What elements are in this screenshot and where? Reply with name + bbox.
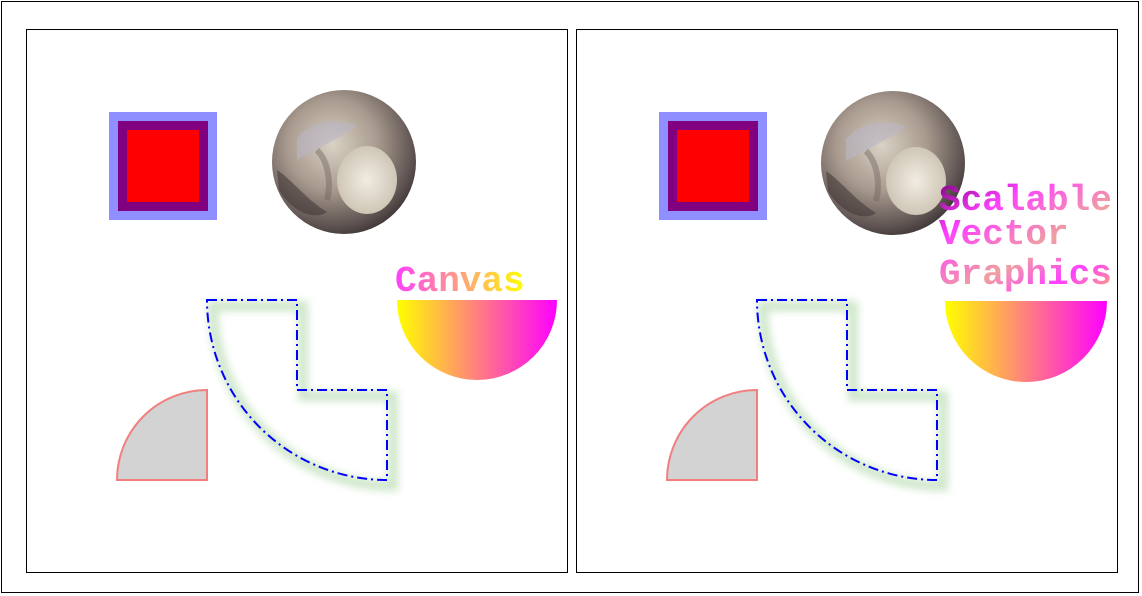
svg-drawing: Scalable Vector Graphics xyxy=(659,91,1117,492)
pluto-planet-image xyxy=(821,91,965,235)
canvas-label: Canvas xyxy=(395,261,525,302)
gray-quarter-circle xyxy=(115,388,208,481)
gradient-semicircle xyxy=(945,301,1107,382)
svg-label: Scalable Vector Graphics xyxy=(939,180,1117,295)
red-square xyxy=(109,112,217,220)
pluto-planet-image xyxy=(272,90,416,234)
svg-panel: Scalable Vector Graphics xyxy=(576,29,1118,573)
gray-quarter-circle xyxy=(665,388,758,481)
canvas-panel: Canvas xyxy=(26,29,568,573)
svg-label-line-3: Graphics xyxy=(939,254,1112,295)
svg-label-line-2: Vector xyxy=(939,214,1069,255)
dash-dot-path xyxy=(205,299,388,482)
gradient-semicircle xyxy=(397,300,557,380)
canvas-drawing: Canvas xyxy=(109,90,557,492)
dash-dot-path xyxy=(755,299,938,482)
red-square xyxy=(659,112,767,220)
